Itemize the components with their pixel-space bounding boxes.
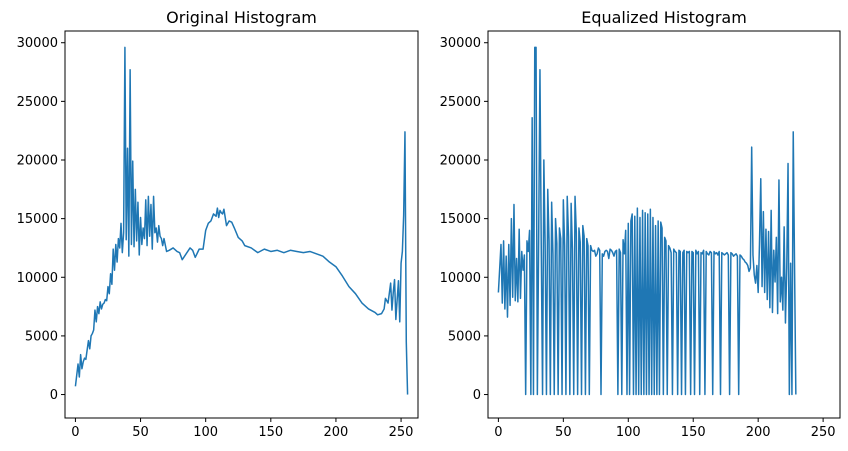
- original-histogram-y-tick-label-0: 0: [50, 388, 58, 403]
- original-histogram-y-tick-label-15000: 15000: [17, 212, 58, 227]
- original-histogram-x-tick-label-50: 50: [132, 425, 149, 440]
- original-histogram-y-tick-label-30000: 30000: [17, 36, 58, 51]
- equalized-histogram-chart: 0 50 100 150 200 250 0 5000 10000 15000 20000 25000…: [440, 8, 841, 440]
- original-histogram-chart: 0 50 100 150 200 250 0 5000 10000 15000 20000 25000…: [17, 8, 419, 440]
- original-histogram-y-tick-label-25000: 25000: [17, 95, 58, 110]
- original-histogram-y-tick-label-5000: 5000: [25, 329, 58, 344]
- equalized-histogram-x-tick-label-150: 150: [681, 425, 706, 440]
- equalized-histogram-y-tick-label-0: 0: [473, 388, 481, 403]
- original-histogram-x-tick-label-100: 100: [193, 425, 218, 440]
- original-histogram-axes-frame: [64, 30, 419, 419]
- original-histogram-x-tick-label-250: 250: [389, 425, 414, 440]
- equalized-histogram-y-tick-label-10000: 10000: [440, 271, 481, 286]
- equalized-histogram-y-tick-label-30000: 30000: [440, 36, 481, 51]
- equalized-histogram-y-tick-label-5000: 5000: [448, 329, 481, 344]
- equalized-histogram-y-tick-label-15000: 15000: [440, 212, 481, 227]
- original-histogram-x-tick-label-0: 0: [71, 425, 79, 440]
- original-histogram-y-tick-label-10000: 10000: [17, 271, 58, 286]
- original-histogram-series-line: [74, 46, 409, 395]
- equalized-histogram-title: Equalized Histogram: [581, 8, 747, 27]
- equalized-histogram-x-tick-label-200: 200: [746, 425, 771, 440]
- equalized-histogram-axes-frame: [487, 30, 841, 419]
- original-histogram-title: Original Histogram: [166, 8, 317, 27]
- equalized-histogram-y-tick-label-25000: 25000: [440, 95, 481, 110]
- original-histogram-x-tick-label-200: 200: [324, 425, 349, 440]
- equalized-histogram-x-tick-label-100: 100: [616, 425, 641, 440]
- equalized-histogram-series-line: [497, 46, 797, 396]
- equalized-histogram-x-tick-label-0: 0: [494, 425, 502, 440]
- equalized-histogram-y-tick-label-20000: 20000: [440, 154, 481, 169]
- original-histogram-x-tick-label-150: 150: [258, 425, 283, 440]
- equalized-histogram-x-tick-label-250: 250: [811, 425, 836, 440]
- original-histogram-y-tick-label-20000: 20000: [17, 154, 58, 169]
- equalized-histogram-x-tick-label-50: 50: [555, 425, 572, 440]
